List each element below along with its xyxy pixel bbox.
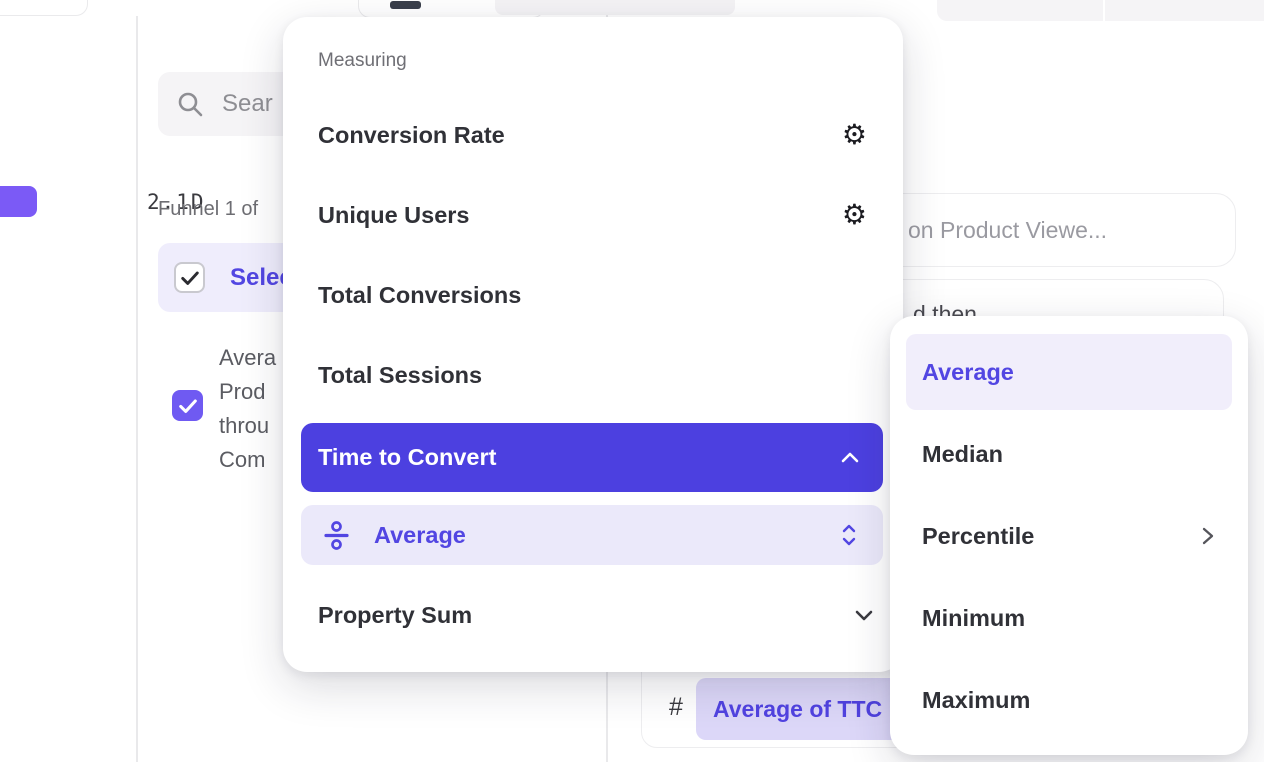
funnel-duration-badge: [0, 186, 37, 217]
aggregation-label: Average: [374, 521, 466, 548]
number-type-icon: #: [669, 693, 683, 721]
checkmark-icon: [180, 271, 199, 285]
menu-item-property-sum[interactable]: Property Sum: [318, 595, 873, 635]
gear-icon[interactable]: ⚙: [841, 119, 867, 150]
toolbar-segment-divider: [1103, 0, 1105, 21]
aggregation-selector-row[interactable]: Average: [301, 505, 883, 565]
sort-updown-icon: [842, 524, 856, 546]
submenu-item-percentile[interactable]: Percentile: [922, 516, 1214, 556]
background-card-topleft: [0, 0, 88, 16]
submenu-item-label: Average: [922, 358, 1014, 385]
menu-item-total-conversions[interactable]: Total Conversions: [318, 275, 867, 315]
dropdown-section-header: Measuring: [318, 50, 407, 71]
submenu-item-label: Percentile: [922, 522, 1035, 549]
menu-item-conversion-rate[interactable]: Conversion Rate ⚙: [318, 115, 867, 155]
toolbar-segment-left: [495, 0, 735, 15]
menu-item-label: Total Sessions: [318, 361, 483, 388]
metric-description: Avera Prod throu Com: [219, 341, 276, 477]
gear-icon[interactable]: ⚙: [841, 199, 867, 230]
metric-line: Prod: [219, 379, 266, 404]
divide-icon: [324, 520, 349, 550]
checkmark-icon: [178, 398, 197, 413]
chevron-right-icon: [1202, 527, 1214, 545]
menu-item-unique-users[interactable]: Unique Users ⚙: [318, 195, 867, 235]
metric-checkbox[interactable]: [172, 390, 203, 421]
chevron-down-icon: [855, 610, 873, 620]
submenu-item-maximum[interactable]: Maximum: [922, 680, 1214, 720]
metric-line: Avera: [219, 345, 277, 370]
submenu-selected-highlight: [906, 334, 1232, 410]
measuring-dropdown: Measuring Conversion Rate ⚙ Unique Users…: [283, 17, 903, 672]
search-icon: [178, 92, 203, 117]
menu-item-time-to-convert-selected[interactable]: Time to Convert: [301, 423, 883, 492]
submenu-item-median[interactable]: Median: [922, 434, 1214, 474]
menu-item-label: Property Sum: [318, 601, 473, 628]
chart-icon: [390, 1, 421, 9]
toolbar-segment-right: [937, 0, 1264, 21]
menu-item-label: Time to Convert: [318, 444, 497, 470]
event-name-label: on Product Viewe...: [908, 216, 1108, 243]
measure-pill-label: Average of TTC: [713, 695, 883, 722]
funnel-duration-label: 2.1D: [147, 190, 206, 214]
metric-line: Com: [219, 447, 266, 472]
search-placeholder: Sear: [222, 90, 273, 117]
funnel-count-label: Funnel 1 of: [158, 198, 259, 220]
menu-item-label: Unique Users: [318, 201, 470, 228]
measure-pill-button[interactable]: Average of TTC: [696, 678, 908, 740]
submenu-item-label: Minimum: [922, 604, 1026, 631]
menu-item-label: Conversion Rate: [318, 121, 505, 148]
menu-item-total-sessions[interactable]: Total Sessions: [318, 355, 867, 395]
menu-item-label: Total Conversions: [318, 281, 522, 308]
sidebar-divider: [136, 16, 138, 762]
funnel-step-label: Selec: [230, 263, 293, 291]
metric-line: throu: [219, 413, 270, 438]
aggregation-submenu: Average Median Percentile Minimum Maximu…: [890, 316, 1248, 755]
submenu-item-label: Maximum: [922, 686, 1031, 713]
submenu-item-label: Median: [922, 440, 1003, 467]
submenu-item-average[interactable]: Average: [922, 352, 1214, 392]
checkbox-checked[interactable]: [174, 262, 205, 293]
submenu-item-minimum[interactable]: Minimum: [922, 598, 1214, 638]
chevron-up-icon: [841, 452, 859, 463]
